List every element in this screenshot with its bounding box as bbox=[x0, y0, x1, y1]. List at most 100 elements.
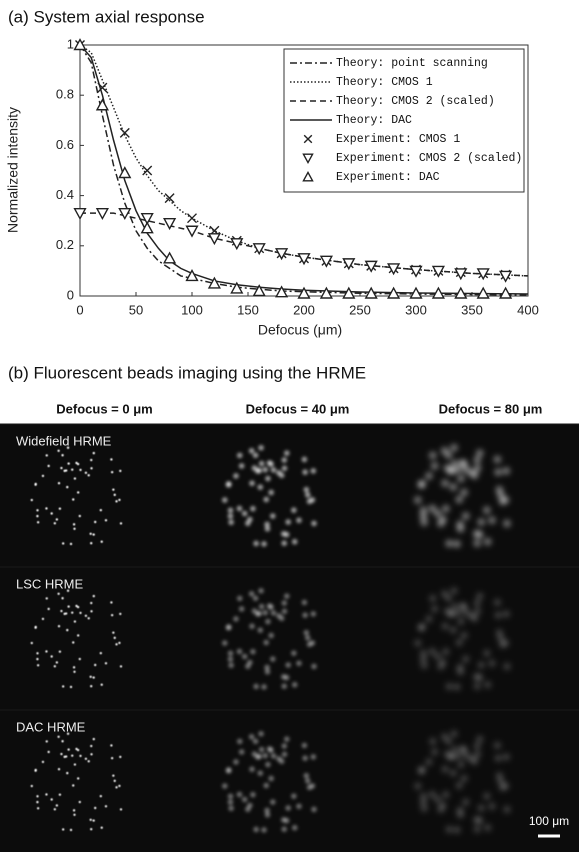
bead bbox=[247, 659, 253, 666]
bead bbox=[60, 466, 63, 470]
bead bbox=[450, 602, 459, 611]
bead bbox=[503, 519, 511, 528]
bead bbox=[36, 514, 39, 518]
data-marker bbox=[454, 286, 468, 299]
bead bbox=[227, 799, 234, 805]
bead bbox=[281, 683, 288, 689]
bead bbox=[281, 826, 288, 832]
bead bbox=[264, 664, 270, 671]
data-marker bbox=[97, 82, 108, 93]
bead bbox=[238, 749, 245, 755]
bead bbox=[304, 492, 311, 498]
bead bbox=[266, 460, 273, 466]
bead bbox=[493, 741, 502, 750]
bead bbox=[303, 629, 310, 636]
bead bbox=[113, 493, 116, 497]
bead bbox=[283, 736, 290, 742]
data-marker bbox=[431, 286, 445, 299]
bead bbox=[92, 594, 95, 598]
bead bbox=[458, 459, 467, 467]
bead bbox=[256, 610, 262, 617]
bead bbox=[92, 676, 95, 679]
bead bbox=[252, 738, 259, 745]
bead bbox=[225, 481, 232, 487]
bead bbox=[502, 753, 511, 761]
bead bbox=[473, 742, 482, 750]
bead bbox=[92, 533, 95, 536]
y-tick-label: 0.2 bbox=[56, 237, 74, 252]
bead bbox=[50, 512, 53, 515]
bead bbox=[461, 512, 470, 520]
bead bbox=[119, 469, 122, 473]
bead bbox=[301, 599, 308, 606]
bead bbox=[41, 760, 45, 764]
bead bbox=[233, 473, 239, 479]
bead bbox=[449, 626, 458, 634]
bead bbox=[264, 669, 271, 675]
bead bbox=[311, 520, 317, 527]
bead bbox=[55, 804, 59, 807]
bead bbox=[303, 772, 310, 779]
bead bbox=[119, 522, 123, 525]
bead-image bbox=[30, 589, 123, 689]
bead bbox=[502, 610, 511, 618]
bead bbox=[263, 639, 270, 646]
bead bbox=[494, 754, 502, 762]
bead bbox=[502, 467, 511, 475]
bead bbox=[69, 542, 73, 546]
bead bbox=[291, 793, 297, 799]
bead bbox=[71, 611, 74, 614]
bead bbox=[419, 506, 428, 515]
bead bbox=[450, 459, 459, 468]
row-label: LSC HRME bbox=[16, 576, 84, 591]
bead bbox=[90, 541, 93, 545]
bead bbox=[236, 505, 243, 512]
bead bbox=[73, 620, 77, 623]
bead bbox=[104, 662, 108, 665]
bead bbox=[283, 531, 290, 538]
bead bbox=[430, 748, 439, 756]
bead bbox=[473, 599, 482, 607]
bead bbox=[241, 510, 248, 517]
bead bbox=[443, 607, 452, 615]
bead bbox=[456, 806, 464, 815]
bead bbox=[36, 509, 39, 512]
bead bbox=[236, 452, 243, 459]
bead bbox=[501, 496, 510, 504]
bead bbox=[118, 784, 121, 788]
image-panels: Widefield HRME LSC HRME DAC HRME 100 μm bbox=[0, 423, 579, 838]
y-tick-label: 0.4 bbox=[56, 187, 74, 202]
bead bbox=[66, 485, 69, 489]
bead bbox=[253, 826, 259, 833]
legend-label: Theory: DAC bbox=[336, 114, 412, 127]
bead bbox=[221, 640, 228, 646]
bead bbox=[110, 613, 114, 617]
bead bbox=[442, 790, 450, 799]
bead bbox=[302, 469, 308, 475]
legend-marker bbox=[303, 134, 313, 144]
bead bbox=[58, 793, 62, 796]
legend-marker bbox=[302, 153, 314, 165]
bead bbox=[443, 750, 452, 758]
bead bbox=[249, 480, 255, 487]
bead bbox=[261, 684, 267, 690]
bead bbox=[281, 743, 288, 749]
bead bbox=[30, 498, 33, 502]
bead bbox=[66, 589, 70, 592]
bead bbox=[69, 828, 73, 832]
bead bbox=[236, 738, 243, 745]
data-marker bbox=[297, 253, 311, 266]
bead bbox=[483, 680, 492, 689]
bead bbox=[494, 468, 502, 476]
bead bbox=[64, 755, 68, 758]
bead bbox=[291, 507, 297, 513]
bead bbox=[261, 827, 267, 833]
bead bbox=[458, 602, 467, 610]
bead bbox=[475, 530, 484, 539]
bead bbox=[251, 608, 258, 614]
bead bbox=[455, 781, 464, 790]
bead bbox=[34, 768, 37, 772]
legend-label: Experiment: CMOS 2 (scaled) bbox=[336, 152, 522, 165]
bead bbox=[483, 506, 491, 514]
bead bbox=[67, 748, 70, 751]
